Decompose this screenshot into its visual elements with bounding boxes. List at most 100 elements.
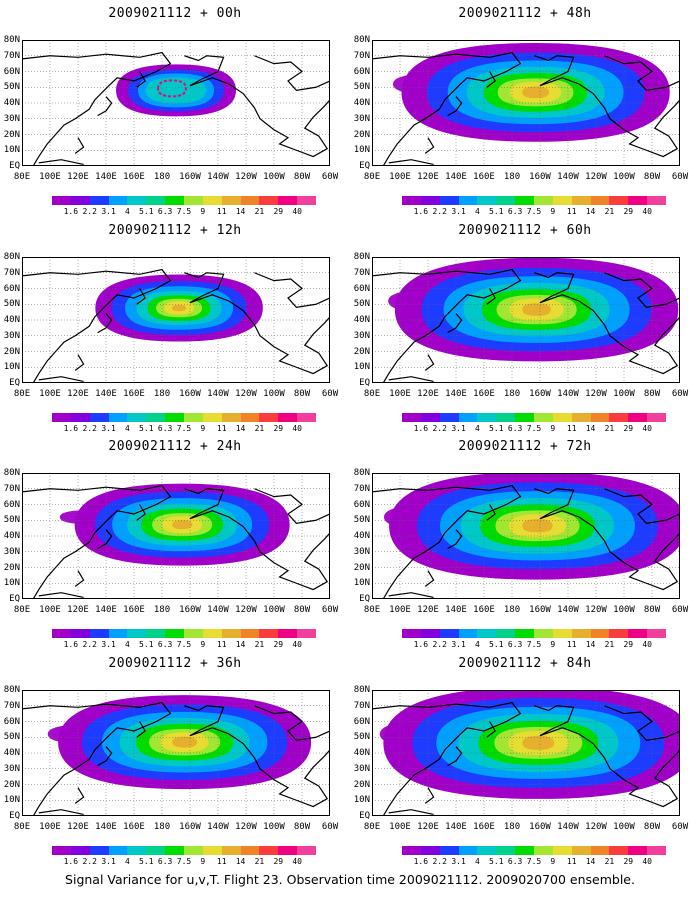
colorbar-swatch (571, 629, 591, 638)
longitude-label: 120W (585, 389, 607, 399)
map-frame (372, 690, 680, 816)
longitude-label: 80E (363, 605, 381, 615)
colorbar-swatch (647, 629, 667, 638)
variance-contour (522, 86, 549, 99)
longitude-label: 180 (503, 822, 521, 832)
latitude-label: 50N (3, 299, 20, 310)
longitude-label: 120E (417, 822, 439, 832)
panel-title: 2009021112 + 36h (108, 656, 242, 671)
colorbar-level-label: 11 (216, 207, 227, 216)
colorbar-level-label: 7.5 (526, 640, 542, 649)
colorbar-level-label: 5.1 (139, 857, 154, 866)
colorbar-level-label: 4 (125, 640, 130, 649)
colorbar-level-label: 29 (623, 424, 634, 433)
longitude-label: 60W (671, 605, 689, 615)
coastline (74, 354, 85, 371)
colorbar-swatch (496, 413, 516, 422)
colorbar-level-label: 9 (550, 857, 556, 866)
latitude-label: 10N (3, 145, 20, 156)
coastline (486, 288, 496, 305)
colorbar-level-label: 11 (216, 857, 227, 866)
colorbar-swatch (184, 846, 203, 855)
coastline (424, 787, 435, 804)
longitude-label: 160W (179, 822, 201, 832)
latitude-label: 80N (3, 468, 20, 478)
coastline (254, 55, 330, 92)
colorbar (52, 629, 317, 638)
coastline (424, 137, 435, 154)
colorbar-swatch (534, 629, 553, 638)
longitude-label: 120W (235, 172, 257, 182)
colorbar-labels: 1.6 2.2 3.1 4 5.1 6.3 7.5 9 11 14 21 29 40 (402, 424, 666, 434)
colorbar-level-label: 1.6 (63, 207, 79, 216)
colorbar-level-label: 1.6 (63, 857, 79, 866)
colorbar-swatch (240, 846, 260, 855)
colorbar-swatch (184, 413, 203, 422)
coastline (97, 96, 113, 117)
coastline (254, 272, 330, 309)
colorbar-level-label: 3.1 (451, 857, 466, 866)
colorbar-swatch (458, 196, 478, 205)
longitude-label: 140E (95, 822, 117, 832)
colorbar-level-label: 7.5 (526, 857, 542, 866)
colorbar-swatch (439, 629, 459, 638)
colorbar-level-label: 7.5 (176, 207, 192, 216)
coastline (534, 272, 680, 375)
colorbar-level-label: 3.1 (451, 424, 466, 433)
longitude-label: 80E (13, 172, 31, 182)
colorbar-swatch (146, 413, 166, 422)
latitude-label: 30N (353, 763, 370, 774)
longitude-label: 140E (445, 172, 467, 182)
colorbar-level-label: 40 (642, 424, 652, 433)
colorbar-level-label: 11 (216, 640, 227, 649)
coastline (604, 272, 680, 309)
longitude-label: 120E (67, 389, 89, 399)
colorbar-swatch (221, 413, 241, 422)
colorbar-swatch (552, 413, 572, 422)
colorbar-level-label: 4 (475, 640, 480, 649)
coastline (372, 51, 522, 166)
colorbar-swatch (202, 413, 222, 422)
latitude-label: 80N (3, 35, 20, 45)
colorbar-swatch (496, 846, 516, 855)
colorbar-level-label: 9 (200, 857, 206, 866)
longitude-label: 160W (529, 605, 551, 615)
colorbar-labels: 1.6 2.2 3.1 4 5.1 6.3 7.5 9 11 14 21 29 40 (52, 207, 316, 217)
colorbar-level-label: 3.1 (451, 207, 466, 216)
colorbar-swatch (609, 413, 629, 422)
colorbar-swatch (402, 846, 421, 855)
coastline (74, 137, 85, 154)
latitude-label: 70N (353, 700, 370, 711)
colorbar-level-label: 29 (623, 857, 634, 866)
colorbar-level-label: 14 (235, 640, 246, 649)
longitude-label: 140E (445, 605, 467, 615)
colorbar-level-label: 21 (254, 640, 265, 649)
colorbar-swatch (552, 846, 572, 855)
colorbar-level-label: 21 (604, 424, 615, 433)
longitude-label: 160W (529, 172, 551, 182)
colorbar-swatch (108, 629, 128, 638)
colorbar-level-label: 9 (200, 640, 206, 649)
latitude-label: 10N (3, 795, 20, 806)
longitude-label: 80E (13, 822, 31, 832)
panel-title: 2009021112 + 24h (108, 439, 242, 454)
longitude-label: 80W (293, 605, 311, 615)
colorbar-swatch (259, 629, 279, 638)
colorbar-swatch (496, 196, 516, 205)
longitude-label: 100W (263, 172, 285, 182)
latitude-label: 40N (353, 98, 370, 108)
longitude-label: 160E (123, 605, 145, 615)
longitude-label: 160E (123, 822, 145, 832)
colorbar-level-label: 29 (273, 207, 284, 216)
colorbar-swatch (439, 413, 459, 422)
longitude-label: 160E (473, 605, 495, 615)
latitude-label: 60N (353, 716, 370, 727)
colorbar-swatch (609, 629, 629, 638)
colorbar-swatch (202, 846, 222, 855)
longitude-label: 80W (643, 389, 661, 399)
coastline (447, 746, 463, 767)
colorbar-level-label: 1.6 (63, 424, 79, 433)
colorbar-level-label: 4 (475, 857, 480, 866)
colorbar-level-label: 3.1 (101, 640, 116, 649)
longitude-label: 80E (13, 389, 31, 399)
